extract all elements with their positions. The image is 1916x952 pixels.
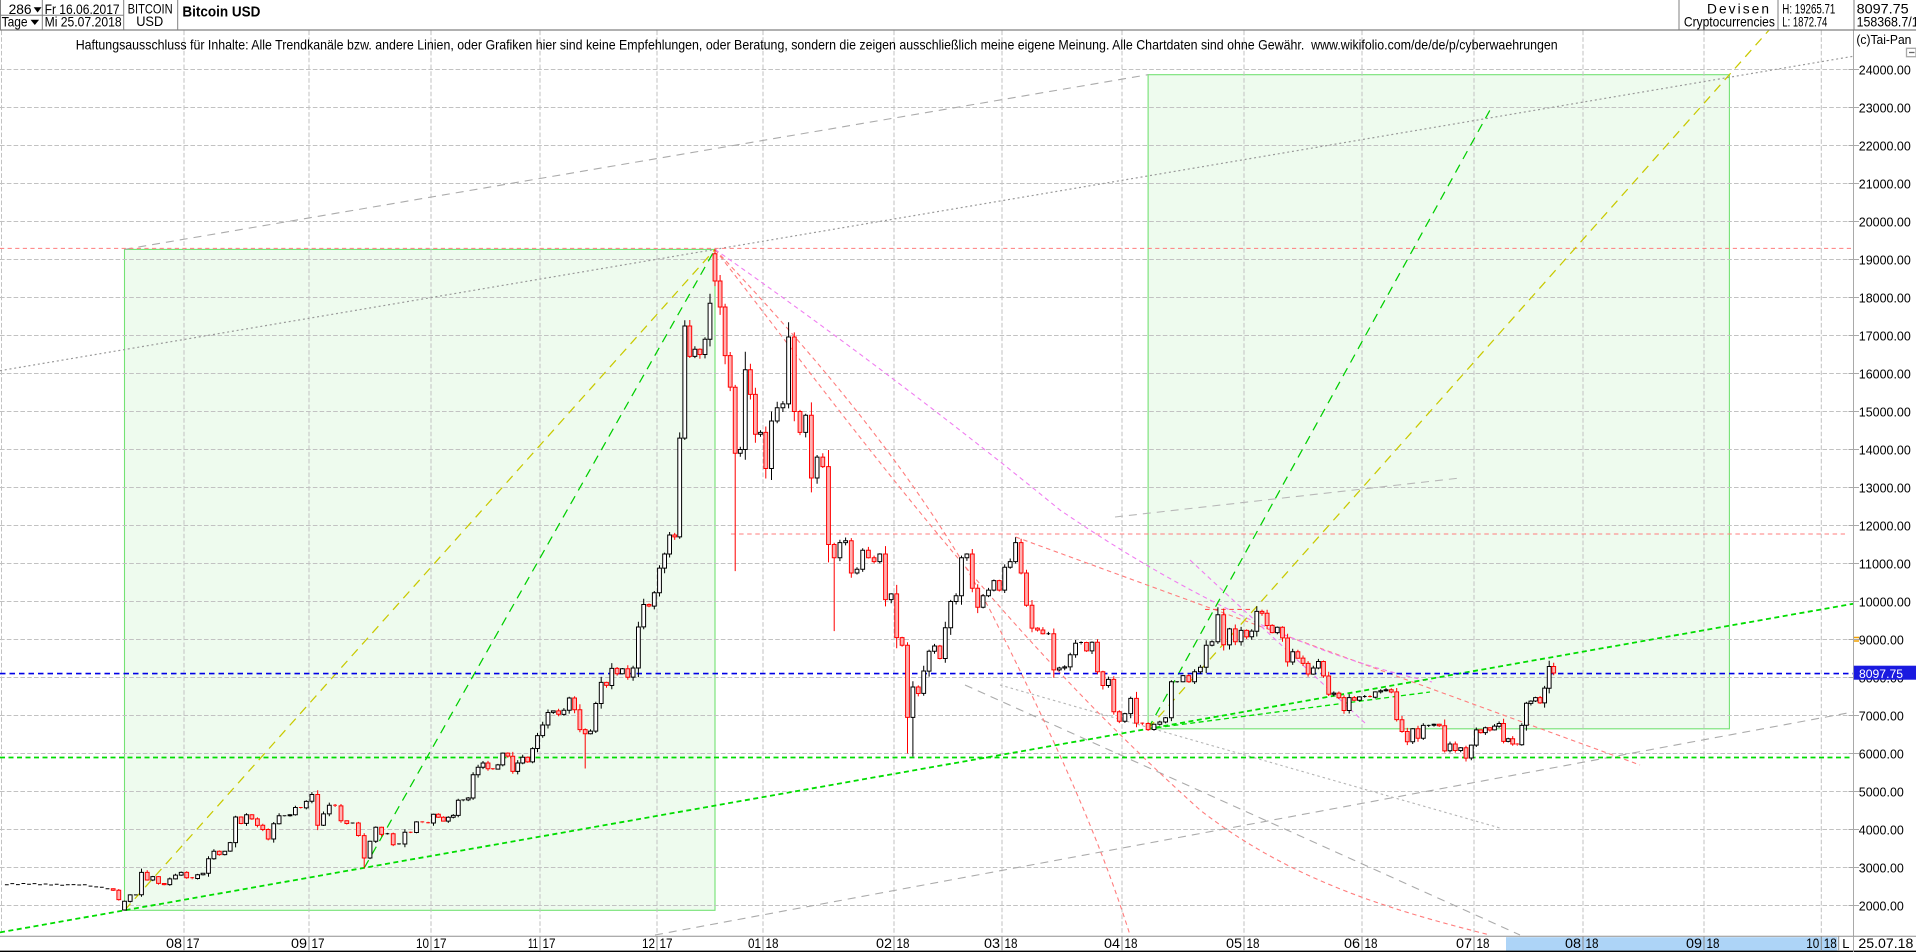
svg-text:21000.00: 21000.00 <box>1859 176 1911 191</box>
svg-text:5000.00: 5000.00 <box>1859 784 1904 799</box>
svg-text:8097.75: 8097.75 <box>1857 2 1909 17</box>
svg-text:18: 18 <box>1125 936 1138 952</box>
svg-text:25.07.18: 25.07.18 <box>1858 935 1913 951</box>
svg-text:17000.00: 17000.00 <box>1859 328 1911 343</box>
svg-text:04: 04 <box>1104 936 1120 952</box>
svg-text:18: 18 <box>1707 936 1720 952</box>
svg-text:02: 02 <box>876 936 892 952</box>
svg-text:Tage: Tage <box>2 14 28 29</box>
svg-text:18: 18 <box>766 936 779 952</box>
svg-text:18: 18 <box>1247 936 1260 952</box>
svg-text:11: 11 <box>528 936 538 952</box>
svg-text:08: 08 <box>166 936 182 952</box>
svg-text:10: 10 <box>416 936 429 952</box>
svg-text:Mi 25.07.2018: Mi 25.07.2018 <box>45 14 122 29</box>
svg-text:08: 08 <box>1565 936 1581 952</box>
svg-text:17: 17 <box>187 936 200 952</box>
svg-text:Bitcoin USD: Bitcoin USD <box>182 3 260 20</box>
svg-text:03: 03 <box>984 936 1000 952</box>
svg-text:17: 17 <box>660 936 673 952</box>
svg-text:Cryptocurrencies: Cryptocurrencies <box>1684 14 1775 29</box>
svg-text:Fr 16.06.2017: Fr 16.06.2017 <box>45 2 120 17</box>
svg-text:14000.00: 14000.00 <box>1859 442 1911 457</box>
svg-text:9000.00: 9000.00 <box>1859 632 1904 647</box>
svg-text:05: 05 <box>1226 936 1242 952</box>
svg-text:12000.00: 12000.00 <box>1859 518 1911 533</box>
svg-text:L: 1872.74: L: 1872.74 <box>1782 14 1827 29</box>
svg-text:2000.00: 2000.00 <box>1859 898 1904 913</box>
svg-text:18000.00: 18000.00 <box>1859 290 1911 305</box>
svg-text:13000.00: 13000.00 <box>1859 480 1911 495</box>
svg-text:3000.00: 3000.00 <box>1859 860 1904 875</box>
svg-text:12: 12 <box>642 936 655 952</box>
svg-text:09: 09 <box>1686 936 1702 952</box>
svg-text:17: 17 <box>312 936 325 952</box>
svg-text:286: 286 <box>9 2 32 17</box>
svg-text:22000.00: 22000.00 <box>1859 138 1911 153</box>
svg-text:11000.00: 11000.00 <box>1859 556 1911 571</box>
svg-text:17: 17 <box>543 936 556 952</box>
svg-text:L: L <box>1842 936 1849 951</box>
svg-text:24000.00: 24000.00 <box>1859 62 1911 77</box>
svg-text:23000.00: 23000.00 <box>1859 100 1911 115</box>
svg-text:18: 18 <box>897 936 910 952</box>
svg-text:USD: USD <box>136 14 163 29</box>
svg-text:18: 18 <box>1586 936 1599 952</box>
svg-text:07: 07 <box>1456 936 1472 952</box>
svg-text:18: 18 <box>1477 936 1490 952</box>
svg-text:20000.00: 20000.00 <box>1859 214 1911 229</box>
svg-text:10000.00: 10000.00 <box>1859 594 1911 609</box>
svg-text:(c)Tai-Pan: (c)Tai-Pan <box>1856 32 1911 47</box>
svg-text:01: 01 <box>748 936 761 952</box>
svg-text:4000.00: 4000.00 <box>1859 822 1904 837</box>
svg-text:8097.75: 8097.75 <box>1859 667 1903 681</box>
svg-text:6000.00: 6000.00 <box>1859 746 1904 761</box>
svg-text:H: 19265.71: H: 19265.71 <box>1782 2 1835 17</box>
svg-text:09: 09 <box>291 936 307 952</box>
svg-text:18: 18 <box>1824 936 1837 952</box>
svg-text:06: 06 <box>1344 936 1360 952</box>
svg-text:18: 18 <box>1365 936 1378 952</box>
svg-text:BITCOIN: BITCOIN <box>128 2 173 17</box>
svg-text:10: 10 <box>1806 936 1819 952</box>
svg-text:17: 17 <box>434 936 447 952</box>
svg-text:158368.7/1: 158368.7/1 <box>1857 14 1916 29</box>
svg-text:19000.00: 19000.00 <box>1859 252 1911 267</box>
svg-text:16000.00: 16000.00 <box>1859 366 1911 381</box>
svg-text:15000.00: 15000.00 <box>1859 404 1911 419</box>
svg-text:7000.00: 7000.00 <box>1859 708 1904 723</box>
svg-text:18: 18 <box>1005 936 1018 952</box>
svg-text:Devisen: Devisen <box>1707 2 1769 17</box>
svg-text:Haftungsausschluss für Inhalte: Haftungsausschluss für Inhalte: Alle Tre… <box>76 37 1558 53</box>
